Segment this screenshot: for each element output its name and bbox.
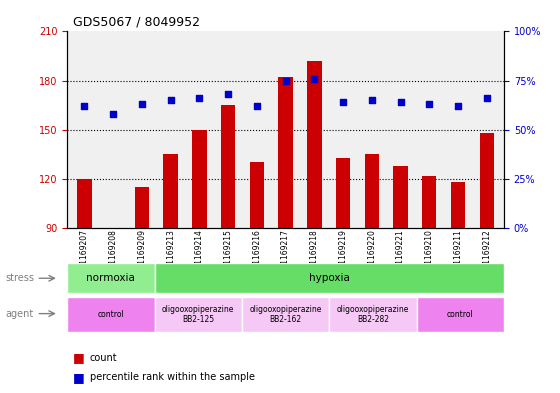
Text: hypoxia: hypoxia [309, 273, 349, 283]
FancyBboxPatch shape [417, 297, 504, 332]
Text: stress: stress [6, 273, 35, 283]
Text: oligooxopiperazine
BB2-282: oligooxopiperazine BB2-282 [337, 305, 409, 324]
Point [425, 101, 434, 107]
Point [253, 103, 262, 109]
Point [137, 101, 146, 107]
FancyBboxPatch shape [329, 297, 417, 332]
Text: normoxia: normoxia [86, 273, 136, 283]
FancyBboxPatch shape [155, 297, 242, 332]
FancyBboxPatch shape [155, 263, 504, 293]
Point [367, 97, 376, 103]
Text: oligooxopiperazine
BB2-162: oligooxopiperazine BB2-162 [249, 305, 322, 324]
Text: count: count [90, 353, 117, 363]
Point [310, 75, 319, 82]
FancyBboxPatch shape [67, 263, 155, 293]
Point [109, 111, 118, 117]
Text: ■: ■ [73, 371, 85, 384]
Text: control: control [97, 310, 124, 319]
Bar [451, 182, 465, 228]
Text: percentile rank within the sample: percentile rank within the sample [90, 372, 255, 382]
Bar [336, 158, 350, 228]
Bar [393, 166, 408, 228]
Point [339, 99, 348, 105]
Point [223, 91, 232, 97]
Point [281, 77, 290, 84]
Bar [278, 77, 293, 228]
Bar [164, 154, 178, 228]
FancyBboxPatch shape [67, 297, 155, 332]
Point [396, 99, 405, 105]
Bar [307, 61, 321, 228]
Point [80, 103, 89, 109]
Bar [479, 133, 494, 228]
Text: oligooxopiperazine
BB2-125: oligooxopiperazine BB2-125 [162, 305, 235, 324]
Bar [365, 154, 379, 228]
Point [195, 95, 204, 101]
Text: ■: ■ [73, 351, 85, 364]
FancyBboxPatch shape [242, 297, 329, 332]
Point [482, 95, 491, 101]
Text: agent: agent [6, 309, 34, 320]
Point [166, 97, 175, 103]
Bar [221, 105, 235, 228]
Text: control: control [447, 310, 474, 319]
Bar [250, 162, 264, 228]
Bar [192, 130, 207, 228]
Bar [77, 179, 92, 228]
Bar [135, 187, 149, 228]
Bar [422, 176, 436, 228]
Text: GDS5067 / 8049952: GDS5067 / 8049952 [73, 16, 200, 29]
Point [454, 103, 463, 109]
